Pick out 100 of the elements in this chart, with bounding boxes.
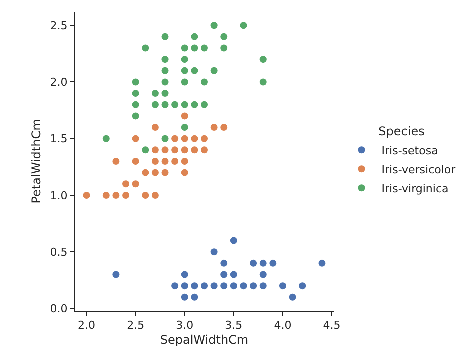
y-tick-label: 1.5	[50, 132, 68, 146]
point	[172, 158, 179, 165]
point	[102, 192, 110, 199]
point	[201, 282, 208, 290]
point	[181, 169, 188, 176]
point	[240, 282, 248, 290]
point	[142, 146, 150, 154]
point	[112, 158, 120, 165]
legend-label: Iris-versicolor	[382, 163, 456, 176]
point	[152, 192, 159, 199]
point	[210, 22, 218, 30]
point	[162, 146, 169, 154]
point	[201, 135, 208, 142]
point	[260, 271, 267, 278]
point	[220, 33, 228, 40]
point	[191, 294, 198, 301]
point	[220, 260, 228, 267]
point	[162, 135, 169, 142]
point	[210, 67, 218, 74]
point	[152, 90, 159, 98]
point	[152, 158, 159, 165]
point	[181, 56, 188, 64]
point	[260, 282, 267, 290]
point	[279, 282, 286, 290]
point	[162, 90, 169, 98]
point	[181, 101, 188, 108]
point	[201, 78, 208, 86]
point	[132, 101, 140, 108]
point	[122, 180, 130, 188]
x-tick-label: 4.5	[323, 319, 341, 332]
point	[132, 78, 140, 86]
point	[181, 67, 188, 74]
point	[132, 135, 140, 142]
point	[142, 192, 150, 199]
point	[142, 169, 150, 176]
point	[132, 158, 140, 165]
y-axis-title: PetalWidthCm	[30, 119, 44, 204]
point	[162, 158, 169, 165]
point	[162, 101, 169, 108]
x-tick-label: 2.5	[127, 319, 145, 332]
point	[220, 44, 228, 52]
point	[318, 260, 326, 267]
point	[191, 146, 198, 154]
x-tick-label: 4.0	[274, 319, 292, 332]
point	[201, 101, 208, 108]
point	[289, 294, 296, 301]
point	[172, 101, 179, 108]
point	[162, 33, 169, 40]
point	[112, 271, 120, 278]
legend-label: Iris-setosa	[382, 144, 438, 158]
point	[210, 248, 218, 256]
point	[162, 56, 169, 64]
point	[191, 67, 198, 74]
point	[220, 271, 228, 278]
y-tick-label: 2.0	[50, 76, 68, 90]
point	[260, 56, 267, 64]
point	[132, 180, 140, 188]
point	[201, 44, 208, 52]
point	[201, 146, 208, 154]
point	[181, 78, 188, 86]
point	[250, 282, 258, 290]
point	[230, 237, 238, 244]
point	[240, 22, 248, 30]
point	[162, 78, 169, 86]
point	[152, 169, 159, 176]
point	[260, 78, 267, 86]
point	[230, 271, 238, 278]
point	[299, 282, 306, 290]
x-tick-label: 2.0	[78, 319, 96, 332]
point	[142, 44, 150, 52]
point	[152, 146, 159, 154]
point	[181, 146, 188, 154]
point	[172, 282, 179, 290]
point	[181, 135, 188, 142]
point	[181, 112, 188, 120]
point	[210, 124, 218, 132]
point	[220, 282, 228, 290]
legend-label: Iris-virginica	[382, 182, 449, 196]
point	[152, 101, 159, 108]
y-tick-label: 2.5	[50, 19, 68, 32]
point	[220, 124, 228, 132]
point	[122, 192, 130, 199]
point	[83, 192, 90, 199]
point	[210, 282, 218, 290]
point	[162, 67, 169, 74]
point	[191, 282, 198, 290]
point	[181, 282, 188, 290]
point	[191, 135, 198, 142]
point	[102, 135, 110, 142]
legend-title: Species	[378, 124, 425, 139]
point	[181, 44, 188, 52]
point	[191, 101, 198, 108]
y-tick-label: 1.0	[50, 189, 68, 202]
point	[250, 260, 258, 267]
point	[132, 90, 140, 98]
point	[112, 192, 120, 199]
point	[191, 33, 198, 40]
point	[132, 112, 140, 120]
point	[181, 158, 188, 165]
point	[260, 260, 267, 267]
